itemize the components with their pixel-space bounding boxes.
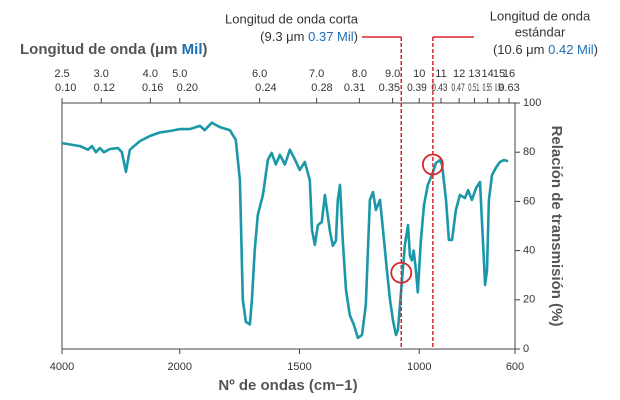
x2-mil-label: 0.39 xyxy=(407,82,427,94)
x-tick-label: 1500 xyxy=(287,361,311,373)
x2-mil-label: 0.16 xyxy=(142,82,163,94)
x2-mil-label: 0.10 xyxy=(55,82,76,94)
x2-tick-label: 7.0 xyxy=(309,68,324,80)
y-axis-title: Relación de transmisión (%) xyxy=(548,126,565,327)
x2-tick-label: 12 xyxy=(453,68,465,80)
title-part: Mil xyxy=(182,41,203,58)
spectrum-line xyxy=(61,121,509,340)
x-tick-label: 2000 xyxy=(168,361,192,373)
x2-tick-label: 16 xyxy=(503,68,515,80)
x-tick-label: 1000 xyxy=(407,361,431,373)
title-part: Longitud de onda (μm xyxy=(20,41,182,58)
annotation-text: Longitud de onda xyxy=(490,8,591,23)
y-tick-label: 20 xyxy=(523,294,535,306)
y-tick-label: 100 xyxy=(523,97,541,109)
x2-tick-label: 15 xyxy=(493,68,505,80)
x2-mil-label: 0.63 xyxy=(498,82,519,94)
plot-frame xyxy=(61,102,516,350)
annotation-detail: (9.3 μm 0.37 Mil) xyxy=(260,29,358,44)
x-axis-title: Nº de ondas (cm−1) xyxy=(218,377,357,394)
x2-tick-label: 2.5 xyxy=(54,68,69,80)
x2-tick-label: 8.0 xyxy=(352,68,367,80)
x2-tick-label: 6.0 xyxy=(252,68,267,80)
annotation-circle xyxy=(421,153,444,176)
x2-tick-label: 13 xyxy=(468,68,480,80)
annotation-detail-part: (9.3 μm xyxy=(260,29,308,44)
x2-tick-label: 9.0 xyxy=(385,68,400,80)
annotation-detail-part: ) xyxy=(354,29,358,44)
x2-mil-label: 0.12 xyxy=(94,82,115,94)
annotation-detail-part: 0.37 Mil xyxy=(308,29,354,44)
x2-mil-label: 0.20 xyxy=(177,82,198,94)
title-part: ) xyxy=(203,41,208,58)
annotation-text: Longitud de onda corta xyxy=(225,11,359,26)
x2-mil-label: 0.59 xyxy=(495,82,503,94)
x2-mil-label: 0.55 xyxy=(483,82,492,94)
x2-mil-label: 0.31 xyxy=(344,82,365,94)
annotation-detail: (10.6 μm 0.42 Mil) xyxy=(493,42,598,57)
x2-tick-label: 14 xyxy=(482,68,494,80)
x2-mil-label: 0.24 xyxy=(255,82,276,94)
y-tick-label: 40 xyxy=(523,245,535,257)
x2-tick-label: 11 xyxy=(435,68,446,80)
x2-tick-label: 4.0 xyxy=(143,68,158,80)
x2-tick-label: 5.0 xyxy=(172,68,187,80)
annotation-detail-part: ) xyxy=(594,42,598,57)
annotation-detail-part: 0.42 Mil xyxy=(548,42,594,57)
y-tick-label: 80 xyxy=(523,146,535,158)
top-axis-title: Longitud de onda (μm Mil) xyxy=(20,41,208,58)
x2-tick-label: 10 xyxy=(413,68,425,80)
x2-mil-label: 0.43 xyxy=(431,82,447,94)
y-tick-label: 60 xyxy=(523,195,535,207)
x2-mil-label: 0.35 xyxy=(379,82,400,94)
x2-mil-label: 0.28 xyxy=(311,82,332,94)
annotation-circle xyxy=(390,261,413,284)
x2-tick-label: 3.0 xyxy=(94,68,109,80)
x2-mil-label: 0.51 xyxy=(468,82,479,94)
y-tick-label: 0 xyxy=(523,343,529,355)
x2-mil-label: 0.47 xyxy=(451,82,464,94)
annotation-text: estándar xyxy=(515,24,566,39)
x-tick-label: 4000 xyxy=(50,361,74,373)
annotation-detail-part: (10.6 μm xyxy=(493,42,548,57)
x-tick-label: 600 xyxy=(506,361,524,373)
